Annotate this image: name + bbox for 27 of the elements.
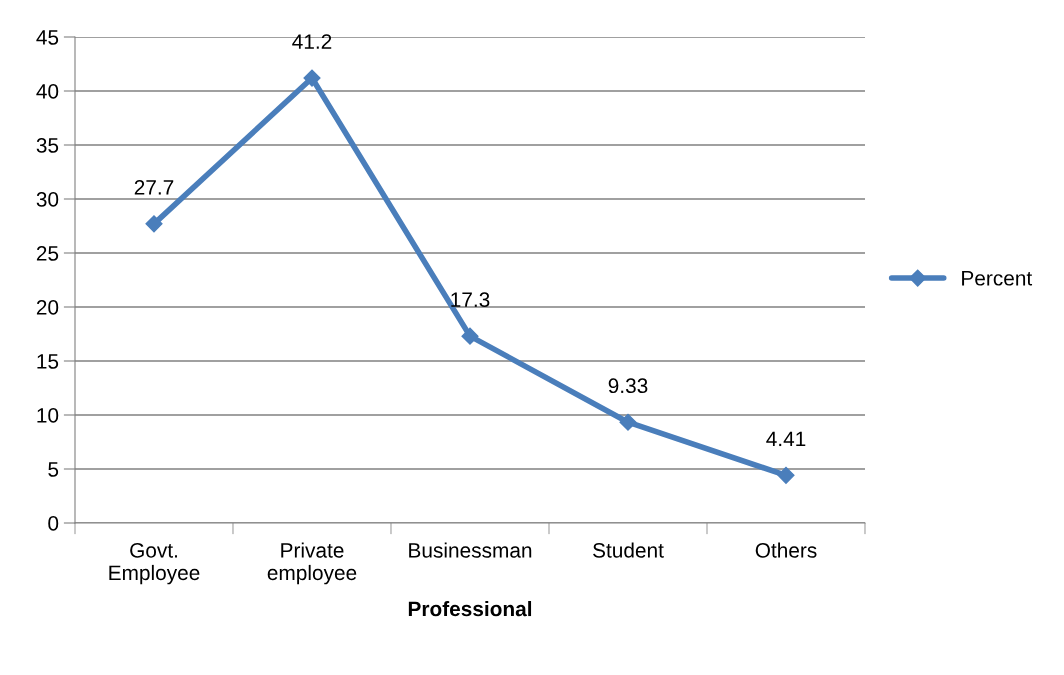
y-tick-label: 0: [48, 516, 59, 531]
y-tick-label: 25: [36, 246, 59, 261]
data-label: 17.3: [451, 292, 490, 308]
y-tick-label: 45: [36, 30, 59, 45]
data-label: 4.41: [766, 431, 806, 447]
y-tick-label: 35: [36, 138, 59, 153]
y-tick-label: 5: [48, 462, 59, 477]
x-tick-label: Govt. Employee: [109, 542, 200, 585]
point: [777, 466, 795, 484]
point: [619, 413, 637, 431]
data-label: 27.7: [134, 179, 174, 195]
point: [461, 327, 479, 345]
x-tick-label: Private employee: [267, 542, 357, 585]
y-tick-label: 20: [36, 300, 59, 315]
y-tick-label: 15: [37, 354, 59, 369]
y-tick-label: 40: [36, 84, 59, 99]
x-tick-label: Others: [755, 542, 817, 558]
data-label: 41.2: [292, 34, 332, 49]
y-tick-label: 30: [36, 192, 59, 207]
x-axis-title: Professional: [408, 600, 532, 617]
x-tick-label: Businessman: [409, 542, 532, 558]
point: [145, 215, 163, 233]
x-tick-label: Student: [593, 542, 664, 558]
legend-label: Percent: [962, 271, 1033, 286]
point: [303, 69, 321, 87]
y-tick-label: 10: [37, 408, 59, 423]
data-label: 9.33: [608, 378, 648, 394]
